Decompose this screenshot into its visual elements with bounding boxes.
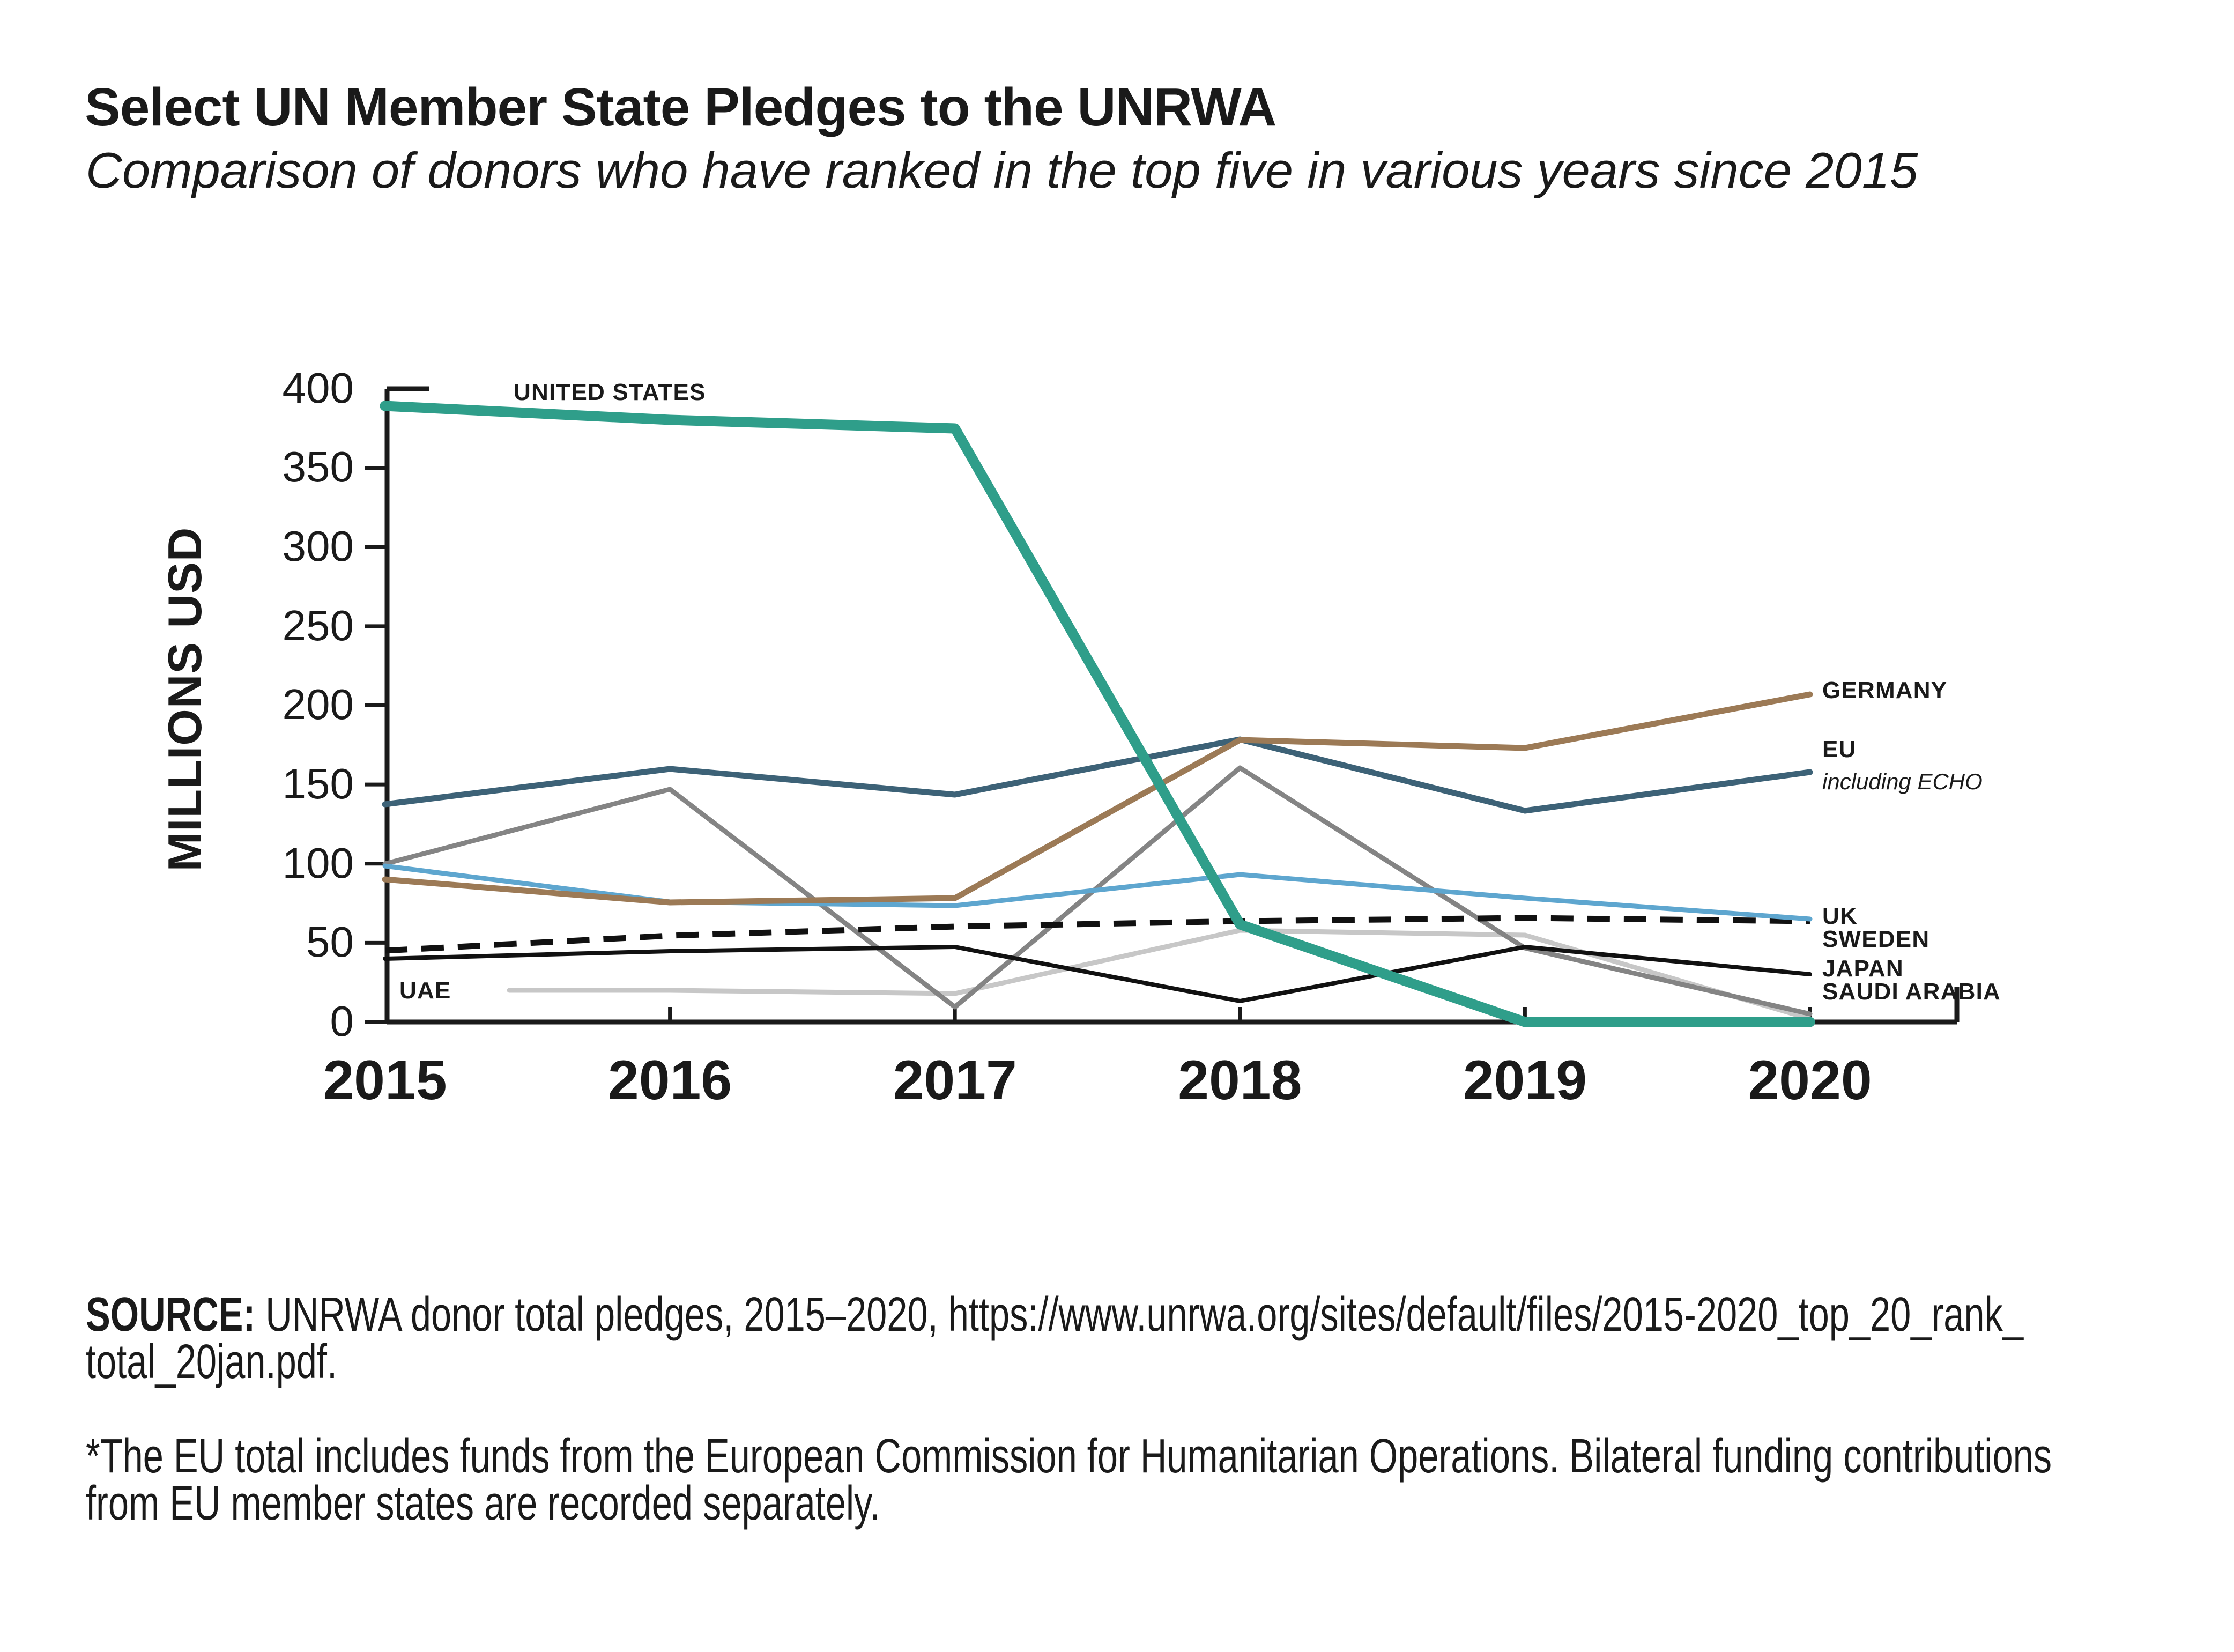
svg-text:UAE: UAE (399, 977, 451, 1004)
svg-text:200: 200 (283, 680, 354, 728)
svg-text:2018: 2018 (1178, 1049, 1302, 1112)
svg-text:100: 100 (283, 839, 354, 887)
svg-text:JAPAN: JAPAN (1822, 955, 1904, 982)
svg-text:300: 300 (283, 522, 354, 570)
svg-text:2019: 2019 (1463, 1049, 1587, 1112)
svg-text:400: 400 (283, 364, 354, 412)
svg-text:UNITED STATES: UNITED STATES (514, 379, 706, 405)
svg-text:SAUDI ARABIA: SAUDI ARABIA (1822, 979, 2001, 1005)
svg-text:GERMANY: GERMANY (1822, 677, 1947, 703)
svg-text:including ECHO: including ECHO (1822, 769, 1983, 794)
svg-text:250: 250 (283, 602, 354, 649)
svg-text:2016: 2016 (608, 1049, 732, 1112)
svg-text:SWEDEN: SWEDEN (1822, 926, 1929, 952)
svg-text:UK: UK (1822, 903, 1858, 929)
svg-text:350: 350 (283, 443, 354, 491)
svg-text:2017: 2017 (893, 1049, 1017, 1112)
svg-text:MILLIONS USD: MILLIONS USD (158, 527, 211, 872)
svg-text:0: 0 (330, 997, 354, 1045)
svg-text:50: 50 (306, 918, 354, 966)
svg-text:EU: EU (1822, 736, 1857, 762)
svg-text:2020: 2020 (1748, 1049, 1872, 1112)
svg-text:2015: 2015 (323, 1049, 447, 1112)
svg-text:150: 150 (283, 760, 354, 808)
